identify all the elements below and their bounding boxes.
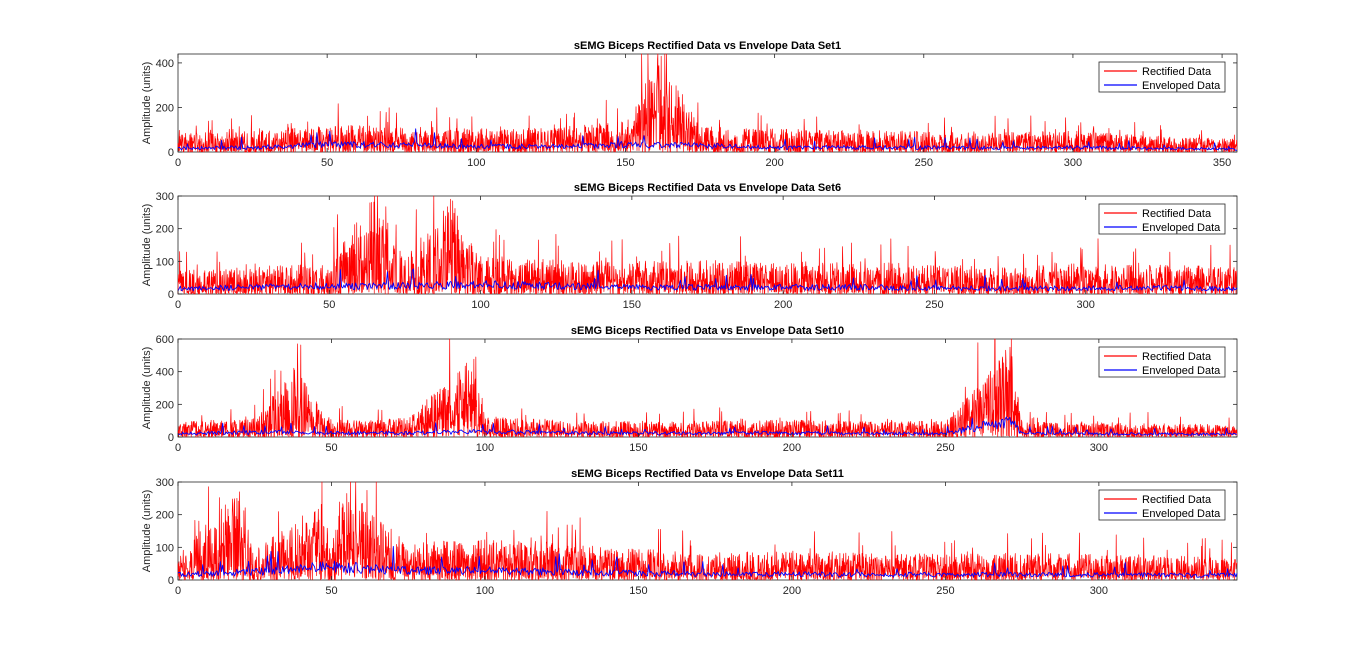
- series-line-rectified: [177, 53, 1238, 153]
- series-group: [177, 195, 1238, 295]
- x-tick-label: 200: [765, 157, 783, 169]
- chart-title: sEMG Biceps Rectified Data vs Envelope D…: [574, 40, 841, 52]
- series-line-rectified: [177, 195, 1238, 295]
- y-tick-label: 400: [156, 58, 174, 70]
- legend-entry: Enveloped Data: [1142, 222, 1221, 234]
- y-tick-label: 200: [156, 102, 174, 114]
- x-tick-label: 50: [321, 157, 333, 169]
- x-tick-label: 150: [629, 585, 647, 597]
- y-tick-label: 300: [156, 477, 174, 489]
- y-tick-label: 0: [168, 575, 174, 587]
- series-line-rectified: [177, 481, 1238, 581]
- chart-title: sEMG Biceps Rectified Data vs Envelope D…: [571, 468, 844, 480]
- y-tick-label: 0: [168, 432, 174, 444]
- x-tick-label: 200: [783, 442, 801, 454]
- chart-panel-2: sEMG Biceps Rectified Data vs Envelope D…: [141, 182, 1238, 311]
- legend-entry: Enveloped Data: [1142, 365, 1221, 377]
- legend: Rectified Data Enveloped Data: [1098, 61, 1226, 93]
- x-tick-label: 150: [629, 442, 647, 454]
- series-group: [177, 53, 1238, 153]
- legend-box: [1098, 346, 1226, 378]
- y-tick-label: 200: [156, 399, 174, 411]
- x-tick-label: 300: [1077, 299, 1095, 311]
- y-tick-label: 200: [156, 224, 174, 236]
- legend-entry: Rectified Data: [1142, 351, 1212, 363]
- series-group: [177, 338, 1238, 438]
- x-tick-label: 100: [467, 157, 485, 169]
- y-axis-label: Amplitude (units): [141, 490, 153, 573]
- y-tick-label: 200: [156, 510, 174, 522]
- x-tick-label: 200: [783, 585, 801, 597]
- x-tick-label: 50: [325, 585, 337, 597]
- x-tick-label: 250: [925, 299, 943, 311]
- x-tick-label: 250: [936, 585, 954, 597]
- series-line-enveloped: [177, 545, 1238, 578]
- chart-panel-4: sEMG Biceps Rectified Data vs Envelope D…: [141, 468, 1238, 597]
- x-tick-label: 200: [774, 299, 792, 311]
- x-tick-label: 350: [1213, 157, 1231, 169]
- x-tick-label: 150: [623, 299, 641, 311]
- x-tick-label: 100: [476, 585, 494, 597]
- x-tick-label: 300: [1090, 585, 1108, 597]
- legend-entry: Rectified Data: [1142, 66, 1212, 78]
- x-tick-label: 100: [476, 442, 494, 454]
- chart-title: sEMG Biceps Rectified Data vs Envelope D…: [574, 182, 841, 194]
- y-tick-label: 0: [168, 289, 174, 301]
- legend-box: [1098, 203, 1226, 235]
- x-tick-label: 300: [1090, 442, 1108, 454]
- x-tick-label: 250: [915, 157, 933, 169]
- legend-entry: Enveloped Data: [1142, 80, 1221, 92]
- x-tick-label: 50: [325, 442, 337, 454]
- plot-area: [177, 338, 1238, 438]
- y-axis-label: Amplitude (units): [141, 62, 153, 145]
- y-tick-label: 300: [156, 191, 174, 203]
- x-tick-label: 50: [323, 299, 335, 311]
- y-tick-label: 600: [156, 334, 174, 346]
- legend-box: [1098, 489, 1226, 521]
- chart-panel-3: sEMG Biceps Rectified Data vs Envelope D…: [141, 325, 1238, 454]
- y-axis-label: Amplitude (units): [141, 204, 153, 287]
- series-group: [177, 481, 1238, 581]
- legend-entry: Enveloped Data: [1142, 508, 1221, 520]
- x-tick-label: 300: [1064, 157, 1082, 169]
- x-tick-label: 150: [616, 157, 634, 169]
- x-tick-label: 0: [175, 299, 181, 311]
- legend-entry: Rectified Data: [1142, 208, 1212, 220]
- series-line-enveloped: [177, 268, 1238, 292]
- y-axis-label: Amplitude (units): [141, 347, 153, 430]
- y-tick-label: 100: [156, 542, 174, 554]
- series-line-enveloped: [177, 416, 1238, 436]
- legend: Rectified Data Enveloped Data: [1098, 203, 1226, 235]
- x-tick-label: 100: [471, 299, 489, 311]
- y-tick-label: 0: [168, 147, 174, 159]
- legend-box: [1098, 61, 1226, 93]
- series-line-rectified: [177, 338, 1238, 438]
- legend-entry: Rectified Data: [1142, 494, 1212, 506]
- x-tick-label: 0: [175, 157, 181, 169]
- y-tick-label: 400: [156, 367, 174, 379]
- chart-title: sEMG Biceps Rectified Data vs Envelope D…: [571, 325, 844, 337]
- x-tick-label: 0: [175, 442, 181, 454]
- series-line-enveloped: [177, 128, 1238, 151]
- legend: Rectified Data Enveloped Data: [1098, 346, 1226, 378]
- chart-panel-1: sEMG Biceps Rectified Data vs Envelope D…: [141, 40, 1238, 169]
- y-tick-label: 100: [156, 256, 174, 268]
- legend: Rectified Data Enveloped Data: [1098, 489, 1226, 521]
- x-tick-label: 250: [936, 442, 954, 454]
- x-tick-label: 0: [175, 585, 181, 597]
